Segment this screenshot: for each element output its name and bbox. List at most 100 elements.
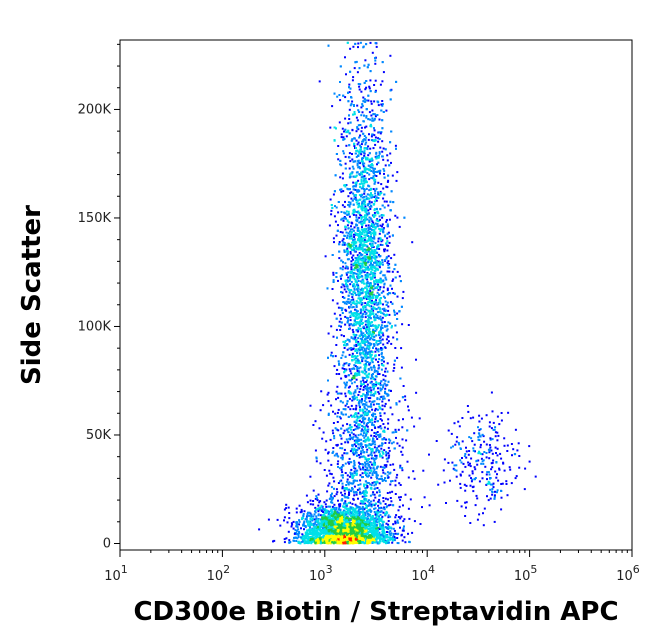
data-point	[386, 328, 389, 331]
data-point	[368, 264, 371, 267]
data-point	[392, 534, 395, 537]
data-point	[351, 79, 354, 82]
data-point	[306, 529, 309, 532]
data-point	[362, 45, 365, 48]
data-point	[381, 259, 384, 262]
data-point	[334, 220, 337, 223]
data-point	[369, 337, 372, 340]
data-point	[355, 149, 358, 152]
data-point	[350, 225, 352, 228]
data-point	[298, 519, 301, 522]
data-point	[307, 520, 310, 523]
data-point	[350, 461, 353, 464]
data-point	[351, 529, 354, 532]
data-point	[366, 278, 369, 281]
data-point	[346, 287, 349, 290]
data-point	[382, 168, 385, 171]
data-point	[327, 513, 330, 515]
data-point	[347, 509, 349, 512]
data-point	[352, 314, 355, 317]
data-point	[368, 200, 371, 203]
data-point	[283, 508, 286, 511]
data-point	[337, 306, 340, 309]
data-point	[375, 538, 377, 541]
data-point	[388, 235, 391, 238]
data-point	[326, 511, 329, 514]
data-point	[359, 152, 362, 155]
data-point	[365, 521, 368, 524]
data-point	[309, 503, 312, 506]
data-point	[302, 514, 305, 517]
data-point	[322, 536, 325, 539]
data-point	[375, 294, 378, 297]
data-point	[375, 268, 378, 271]
data-point	[357, 521, 360, 524]
data-point	[285, 503, 288, 506]
data-point	[308, 524, 311, 527]
data-point	[303, 521, 306, 524]
data-point	[347, 364, 350, 367]
data-point	[317, 541, 320, 544]
data-point	[339, 306, 342, 309]
data-point	[339, 533, 342, 536]
data-point	[364, 291, 367, 294]
data-point	[333, 532, 336, 534]
data-point	[341, 231, 344, 234]
data-point	[359, 150, 362, 153]
data-point	[381, 263, 384, 266]
data-point	[342, 505, 345, 508]
data-point	[358, 506, 361, 509]
data-point	[326, 539, 329, 542]
data-point	[298, 530, 300, 533]
data-point	[379, 331, 382, 334]
data-point	[378, 373, 381, 375]
data-point	[348, 91, 351, 94]
data-point	[351, 153, 353, 155]
data-point	[329, 516, 332, 519]
data-point	[365, 312, 368, 315]
data-point	[314, 527, 317, 530]
data-point	[367, 351, 370, 354]
data-point	[359, 280, 362, 283]
data-point	[357, 179, 360, 182]
data-point	[357, 348, 360, 351]
data-point	[379, 507, 382, 510]
data-point	[374, 522, 377, 525]
data-point	[381, 216, 384, 219]
data-point	[358, 404, 361, 407]
data-point	[360, 266, 363, 269]
data-point	[371, 421, 374, 424]
data-point	[370, 310, 373, 313]
data-point	[385, 542, 387, 545]
data-point	[344, 505, 346, 508]
data-point	[384, 375, 387, 378]
data-point	[331, 501, 334, 504]
data-point	[355, 60, 358, 63]
data-point	[341, 296, 344, 298]
data-point	[393, 529, 396, 532]
data-point	[379, 336, 382, 339]
data-point	[379, 510, 382, 513]
data-point	[360, 207, 363, 210]
data-point	[337, 519, 340, 522]
data-point	[360, 114, 363, 117]
data-point	[359, 299, 362, 302]
data-point	[381, 538, 384, 541]
data-point	[365, 136, 368, 139]
data-point	[328, 532, 331, 535]
data-point	[317, 508, 320, 511]
data-point	[363, 508, 366, 511]
data-point	[367, 229, 370, 232]
data-point	[335, 525, 338, 528]
data-point	[305, 494, 308, 497]
data-point	[357, 257, 359, 260]
data-point	[355, 214, 358, 217]
data-point	[335, 508, 338, 511]
data-point	[337, 517, 340, 520]
data-point	[334, 427, 337, 430]
data-point	[359, 536, 362, 539]
data-point	[408, 517, 411, 520]
data-point	[385, 242, 387, 245]
data-point	[335, 390, 338, 393]
data-point	[387, 504, 390, 507]
